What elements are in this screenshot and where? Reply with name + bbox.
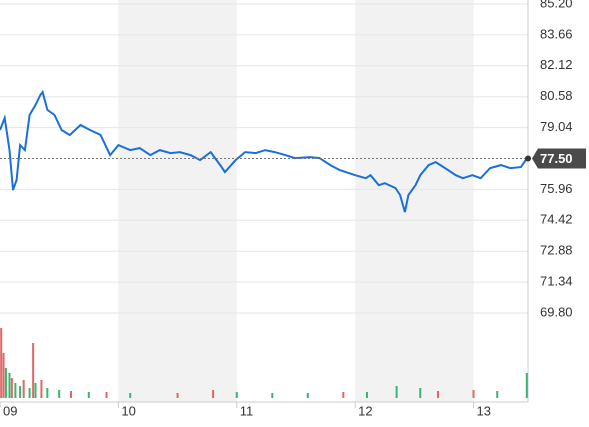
volume-bar xyxy=(34,383,37,398)
y-tick-label: 69.80 xyxy=(540,304,573,319)
volume-bar xyxy=(19,386,22,398)
volume-bar xyxy=(271,393,274,398)
x-tick-label: 12 xyxy=(358,403,372,418)
volume-bar xyxy=(87,392,90,398)
volume-bar xyxy=(10,378,13,398)
volume-bar xyxy=(4,368,7,398)
volume-bar xyxy=(419,388,422,398)
y-tick-label: 74.42 xyxy=(540,212,573,227)
y-tick-label: 79.04 xyxy=(540,119,573,134)
x-tick-label: 13 xyxy=(477,403,491,418)
volume-bar xyxy=(70,391,73,398)
volume-bar xyxy=(14,383,17,398)
volume-bar xyxy=(32,343,35,398)
y-tick-label: 82.12 xyxy=(540,57,573,72)
y-tick-label: 72.88 xyxy=(540,243,573,258)
volume-bar xyxy=(496,391,499,398)
volume-bar xyxy=(365,392,368,398)
volume-bar xyxy=(472,390,475,398)
day-band xyxy=(118,0,237,402)
x-tick-label: 10 xyxy=(121,403,135,418)
volume-bar xyxy=(46,388,49,398)
volume-bar xyxy=(395,386,398,398)
volume-bar xyxy=(28,388,31,398)
volume-bar xyxy=(58,390,61,398)
y-tick-label: 85.20 xyxy=(540,0,573,10)
volume-bar xyxy=(212,390,215,398)
volume-bar xyxy=(105,392,108,398)
y-tick-label: 83.66 xyxy=(540,26,573,41)
volume-bar xyxy=(0,328,3,398)
volume-bar xyxy=(176,393,179,398)
last-price-dot xyxy=(525,155,531,162)
volume-bar xyxy=(437,391,440,398)
x-tick-label: 09 xyxy=(3,403,17,418)
y-tick-label: 71.34 xyxy=(540,274,573,289)
volume-bar xyxy=(525,373,528,398)
volume-bar xyxy=(129,393,132,398)
last-price-label: 77.50 xyxy=(540,151,573,166)
day-band xyxy=(355,0,474,402)
price-line xyxy=(0,89,528,213)
volume-bar xyxy=(40,380,43,398)
volume-bar xyxy=(22,380,25,398)
last-price-tag xyxy=(532,148,586,169)
x-tick-label: 11 xyxy=(240,403,254,418)
volume-bar xyxy=(306,393,309,398)
volume-bar xyxy=(235,392,238,398)
y-tick-label: 75.96 xyxy=(540,181,573,196)
volume-bar xyxy=(342,392,345,398)
y-tick-label: 80.58 xyxy=(540,88,573,103)
volume-bar xyxy=(2,353,5,398)
volume-bar xyxy=(8,373,11,398)
